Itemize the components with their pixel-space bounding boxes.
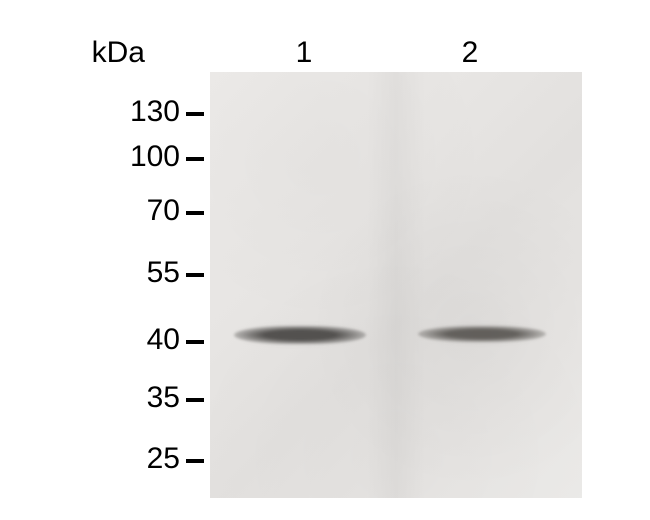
western-blot-figure: kDa 1 2 130 100 70 55 40 35 25	[0, 0, 650, 520]
marker-tick-70	[186, 211, 204, 215]
marker-label-55: 55	[147, 256, 180, 290]
marker-label-25: 25	[147, 442, 180, 476]
marker-label-40: 40	[147, 323, 180, 357]
marker-label-100: 100	[130, 140, 180, 174]
marker-label-130: 130	[130, 95, 180, 129]
marker-label-35: 35	[147, 381, 180, 415]
band-lane-1	[234, 326, 366, 344]
lane-label-2: 2	[450, 36, 490, 70]
marker-tick-100	[186, 157, 204, 161]
band-lane-2	[418, 326, 546, 342]
marker-tick-40	[186, 340, 204, 344]
marker-tick-35	[186, 398, 204, 402]
marker-label-70: 70	[147, 194, 180, 228]
unit-label: kDa	[65, 36, 145, 70]
lane-label-1: 1	[284, 36, 324, 70]
marker-tick-130	[186, 112, 204, 116]
blot-vertical-shadow	[210, 72, 582, 498]
blot-membrane	[210, 72, 582, 498]
marker-tick-55	[186, 273, 204, 277]
marker-tick-25	[186, 459, 204, 463]
